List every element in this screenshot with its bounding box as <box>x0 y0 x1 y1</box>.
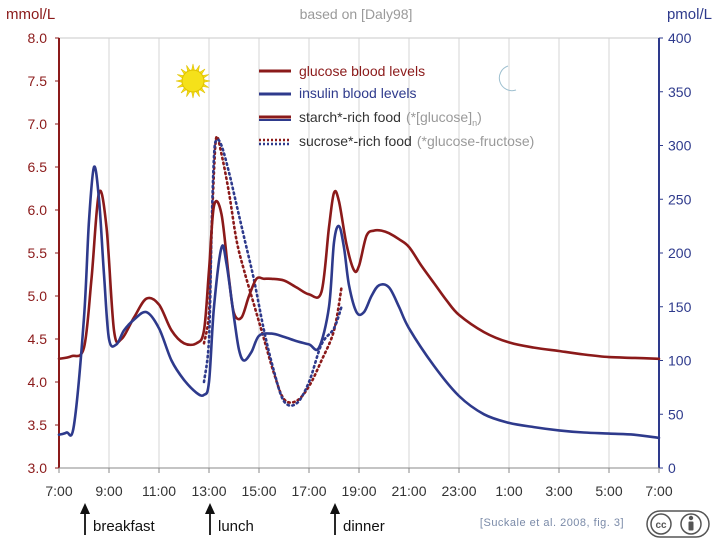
y-right-tick-label: 0 <box>668 460 676 476</box>
left-tick-labels: 3.0 3.5 4.0 4.5 5.0 5.5 6.0 6.5 7.0 7.5 8.0 <box>28 30 59 476</box>
x-tick-label: 7:00 <box>645 483 672 499</box>
series-line-glucose-blood-levels <box>57 189 661 361</box>
y-left-tick-label: 4.5 <box>28 331 48 347</box>
x-tick-label: 9:00 <box>95 483 122 499</box>
x-tick-label: 7:00 <box>45 483 72 499</box>
x-tick-label: 15:00 <box>241 483 276 499</box>
y-right-tick-label: 250 <box>668 191 692 207</box>
legend-label-starch: starch*-rich food (*[glucose]n) <box>299 109 482 128</box>
legend-starch-text: starch*-rich food <box>299 109 401 125</box>
x-tick-label: 1:00 <box>495 483 522 499</box>
meal-label: lunch <box>218 518 254 535</box>
legend: glucose blood levels insulin blood level… <box>259 63 534 149</box>
meal-annotations: breakfast lunch dinner <box>80 503 385 535</box>
y-left-tick-label: 6.0 <box>28 202 48 218</box>
citation: [Suckale et al. 2008, fig. 3] <box>480 517 624 529</box>
sun-icon <box>175 63 211 99</box>
legend-label-sucrose: sucrose*-rich food (*glucose-fructose) <box>299 133 534 149</box>
chart-title: based on [Daly98] <box>300 6 413 22</box>
x-tick-labels: 7:00 9:00 11:00 13:00 15:00 17:00 19:00 21:00 23… <box>45 468 673 499</box>
crescent-moon-icon <box>498 65 517 92</box>
y-left-tick-label: 7.0 <box>28 116 48 132</box>
y-right-tick-label: 200 <box>668 245 692 261</box>
grid <box>108 38 660 468</box>
y-left-tick-label: 6.5 <box>28 159 48 175</box>
y-right-tick-label: 400 <box>668 30 692 46</box>
x-tick-label: 21:00 <box>391 483 426 499</box>
x-tick-label: 13:00 <box>191 483 226 499</box>
y-left-tick-label: 8.0 <box>28 30 48 46</box>
x-tick-label: 19:00 <box>341 483 376 499</box>
y-left-tick-label: 3.0 <box>28 460 48 476</box>
legend-label-insulin: insulin blood levels <box>299 85 417 101</box>
y-left-axis-label: mmol/L <box>6 6 55 23</box>
svg-text:cc: cc <box>655 520 667 531</box>
y-right-tick-label: 300 <box>668 138 692 154</box>
meal-label: breakfast <box>93 518 156 535</box>
legend-label-glucose: glucose blood levels <box>299 63 425 79</box>
legend-sucrose-text: sucrose*-rich food <box>299 133 412 149</box>
meal-marker-lunch: lunch <box>205 503 254 535</box>
x-tick-label: 11:00 <box>142 483 176 499</box>
y-right-tick-label: 100 <box>668 353 692 369</box>
meal-marker-breakfast: breakfast <box>80 503 156 535</box>
y-left-tick-label: 5.5 <box>28 245 48 261</box>
x-tick-label: 5:00 <box>595 483 622 499</box>
series-line-glucose-blood-levels-sucrose-rich-food <box>202 135 343 404</box>
legend-starch-note-sub: n <box>472 118 477 128</box>
y-left-tick-label: 4.0 <box>28 374 48 390</box>
legend-starch-note-end: ) <box>477 109 482 125</box>
series-line-insulin-blood-levels-sucrose-rich-food <box>202 138 343 407</box>
meal-arrow-head <box>80 503 90 514</box>
y-left-tick-label: 3.5 <box>28 417 48 433</box>
legend-sucrose-note: (*glucose-fructose) <box>417 133 535 149</box>
series-line-insulin-blood-levels <box>57 165 661 440</box>
meal-arrow-head <box>205 503 215 514</box>
y-right-axis-label: pmol/L <box>667 6 712 23</box>
y-left-tick-label: 7.5 <box>28 73 48 89</box>
series-lines <box>57 135 661 440</box>
meal-marker-dinner: dinner <box>330 503 385 535</box>
y-right-tick-label: 150 <box>668 299 692 315</box>
legend-starch-note: (*[glucose] <box>406 109 472 125</box>
x-tick-label: 23:00 <box>441 483 476 499</box>
x-tick-label: 17:00 <box>291 483 326 499</box>
y-left-tick-label: 5.0 <box>28 288 48 304</box>
y-right-tick-label: 50 <box>668 406 684 422</box>
right-tick-labels: 0 50 100 150 200 250 300 350 400 <box>659 30 692 476</box>
meal-label: dinner <box>343 518 385 535</box>
meal-arrow-head <box>330 503 340 514</box>
y-right-tick-label: 350 <box>668 84 692 100</box>
creative-commons-by-icon: cc <box>646 510 710 538</box>
x-tick-label: 3:00 <box>545 483 572 499</box>
